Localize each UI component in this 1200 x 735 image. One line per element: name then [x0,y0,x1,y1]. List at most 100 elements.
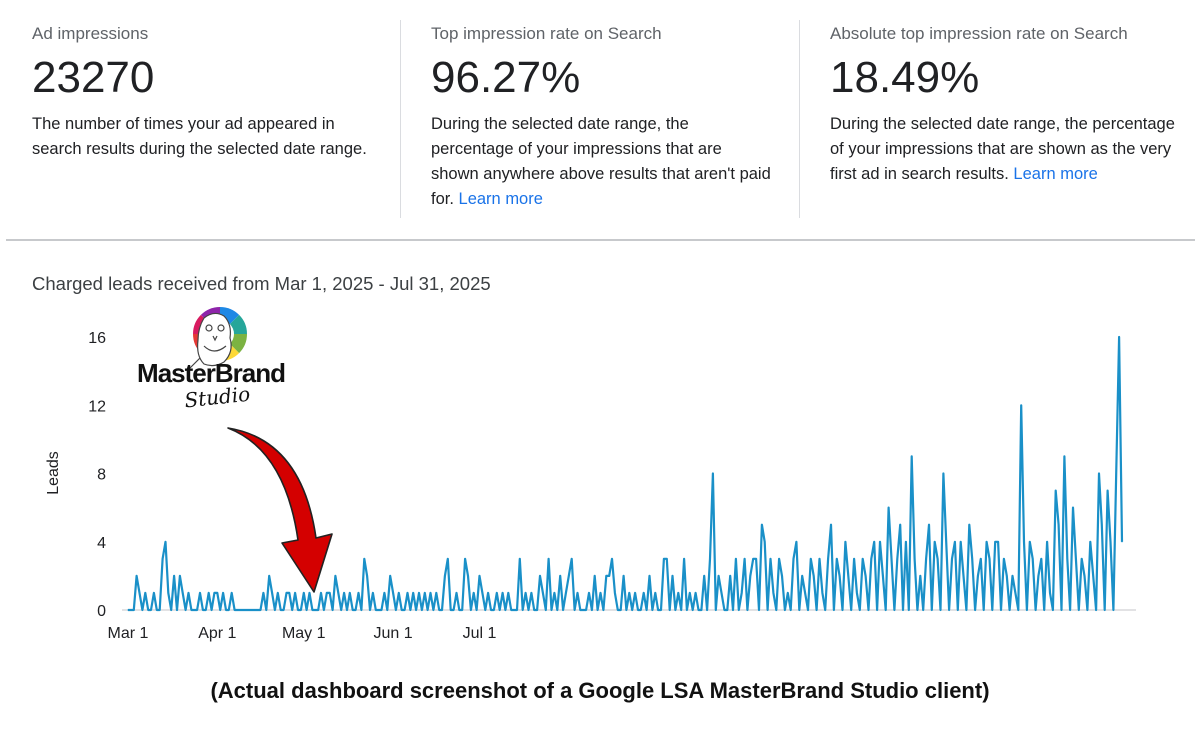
data-point [565,592,567,594]
data-point [951,558,953,560]
data-point [1040,558,1042,560]
data-point [902,609,904,611]
learn-more-link[interactable]: Learn more [458,190,543,208]
data-point [674,609,677,611]
data-point [971,558,973,560]
data-point [680,609,682,611]
data-point [888,507,890,509]
data-point [660,609,662,611]
metric-description: The number of times your ad appeared in … [32,112,382,162]
data-point [144,592,146,594]
data-point [1003,558,1005,560]
data-point [853,558,855,560]
data-point [326,592,328,594]
data-point [640,609,642,611]
data-point [755,558,757,560]
y-tick-label: 8 [97,467,106,484]
data-point [156,609,158,611]
data-point [859,609,861,611]
data-point [300,609,302,611]
data-point [795,541,798,543]
metric-label: Ad impressions [32,24,149,43]
data-point [816,609,818,611]
data-point [611,558,613,560]
data-point [890,558,893,560]
data-point [1078,609,1080,611]
data-point [542,592,544,594]
data-point [539,575,541,577]
data-point [720,592,723,594]
data-point [810,558,812,560]
data-point [447,558,449,560]
data-point [453,609,455,611]
data-point [406,592,409,594]
data-point [208,592,210,594]
data-point [1121,541,1123,543]
data-point [1081,558,1083,560]
data-point [450,609,452,611]
data-point [259,609,262,611]
data-point [844,541,847,543]
data-point [605,575,607,577]
data-point [369,609,371,611]
data-point [625,609,628,611]
data-point [432,609,434,611]
data-point [164,541,167,543]
data-point [280,609,282,611]
data-point [130,609,132,611]
data-point [499,609,501,611]
data-point [1058,524,1060,526]
data-point [585,609,587,611]
data-point [758,609,760,611]
data-point [141,609,143,611]
y-tick-label: 12 [88,398,106,415]
data-point [683,558,685,560]
data-point [349,592,351,594]
data-point [138,592,141,594]
data-point [1009,609,1011,611]
data-point [988,558,991,560]
learn-more-link[interactable]: Learn more [1013,165,1098,183]
data-point [352,609,354,611]
data-point [1055,490,1057,492]
data-point [752,558,754,560]
data-point [602,609,605,611]
data-point [876,609,878,611]
data-point [1049,592,1051,594]
data-point [510,609,512,611]
data-point [991,609,993,611]
data-point [559,575,561,577]
data-point [303,592,305,594]
data-point [827,558,829,560]
data-point [297,609,299,611]
data-point [1043,609,1045,611]
data-point [355,609,357,611]
data-point [571,558,573,560]
data-point [614,592,616,594]
data-point [631,609,633,611]
data-point [332,609,334,611]
data-point [277,592,279,594]
data-point [167,592,169,594]
data-point [386,609,388,611]
data-point [467,575,469,577]
data-point [588,592,590,594]
data-point [703,575,705,577]
data-point [579,609,581,611]
data-point [729,575,731,577]
data-point [548,558,550,560]
metric-value: 23270 [32,53,155,102]
data-point [1017,609,1019,611]
data-point [248,609,250,611]
metric-description: During the selected date range, the perc… [830,112,1175,187]
data-point [516,609,518,611]
data-point [493,609,495,611]
data-point [646,609,648,611]
data-point [484,609,486,611]
data-point [136,575,138,577]
data-point [862,558,864,560]
data-point [308,592,311,594]
data-point [478,575,481,577]
data-point [908,609,910,611]
data-point [790,609,792,611]
